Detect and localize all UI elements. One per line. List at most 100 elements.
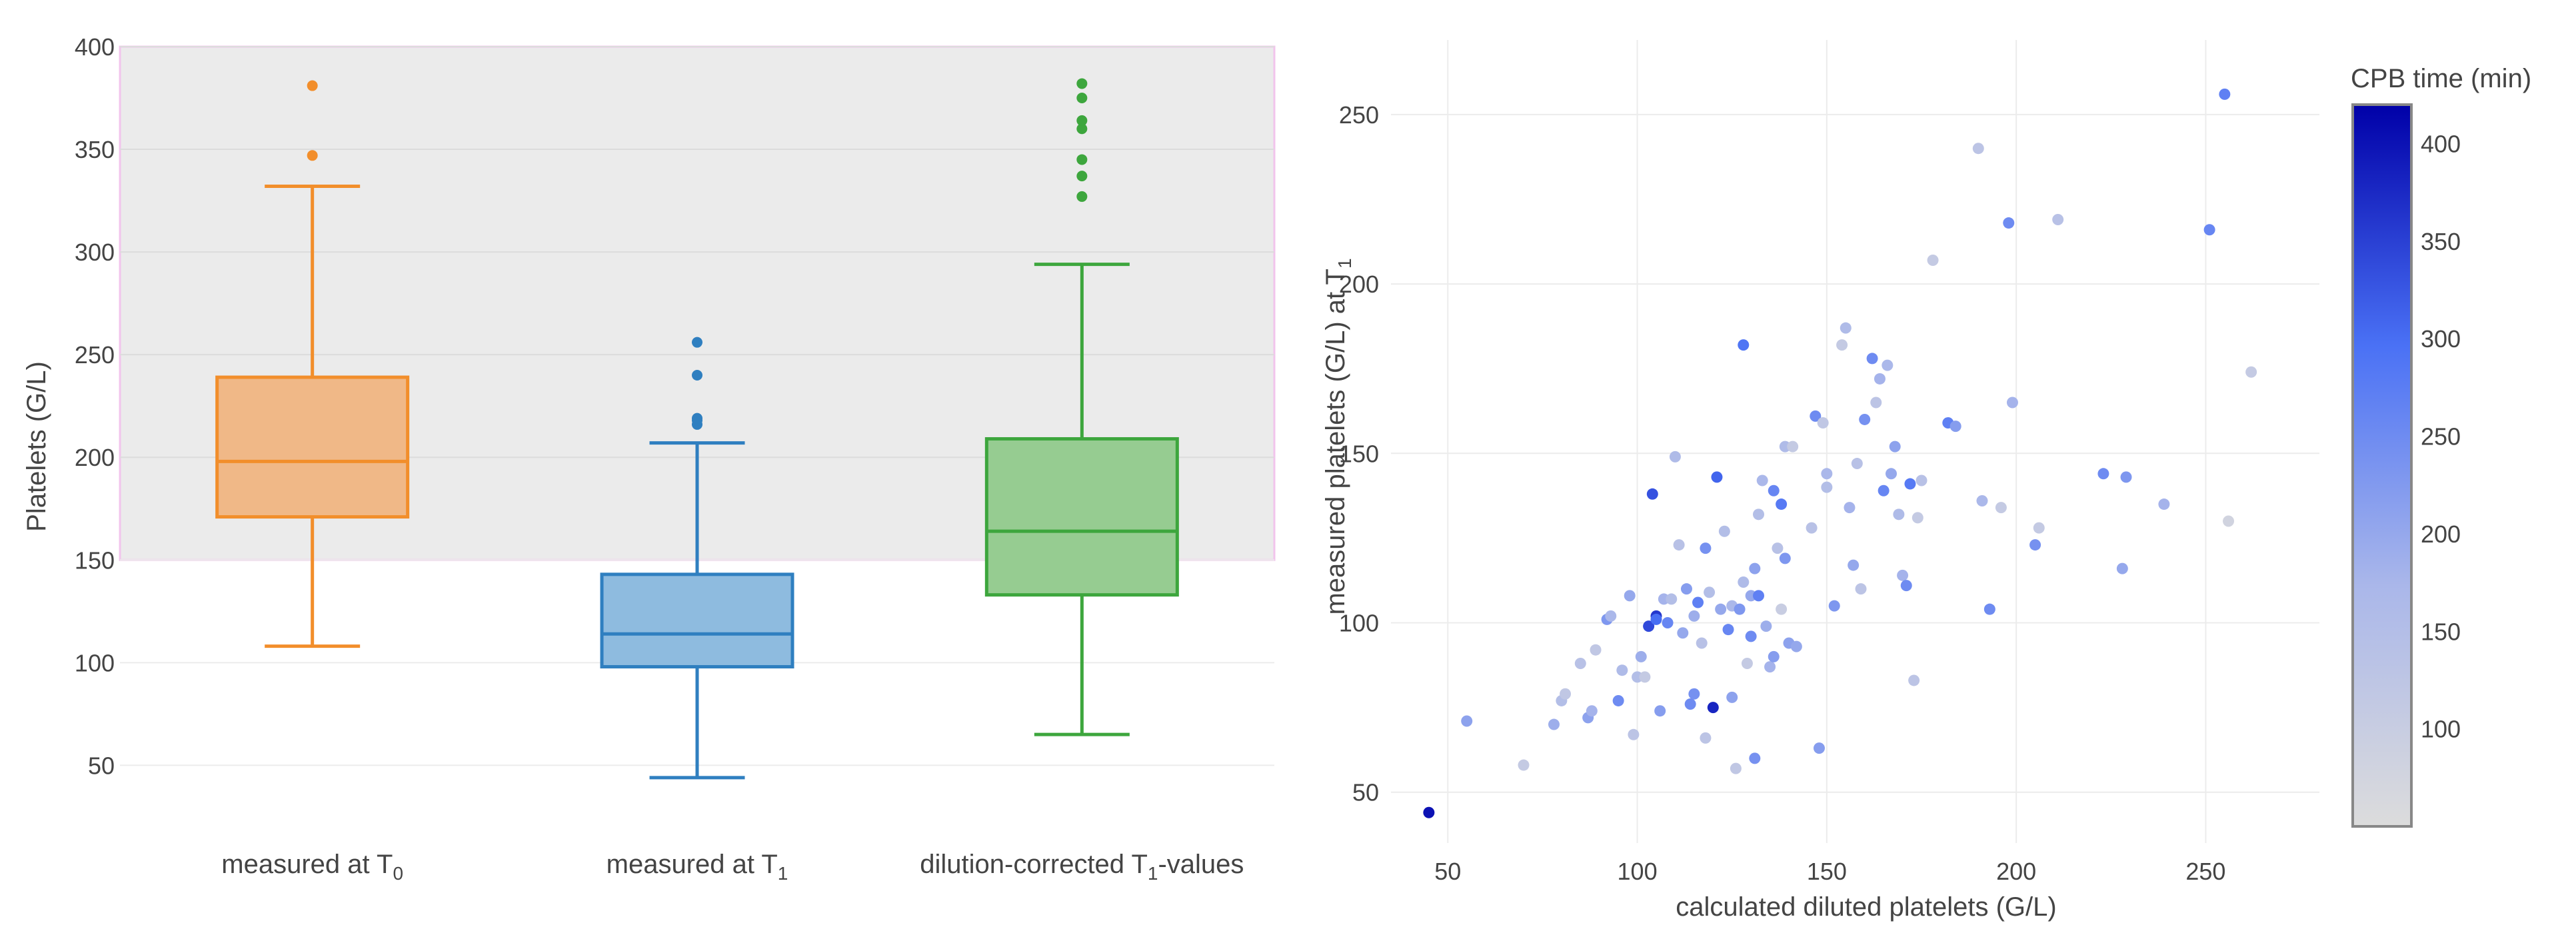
- colorbar-tick-label: 200: [2421, 520, 2461, 548]
- outlier-point: [1076, 93, 1088, 104]
- scatter-point: [1684, 698, 1696, 710]
- scatter-point: [1878, 484, 1890, 496]
- y-tick-label: 100: [1339, 610, 1379, 637]
- scatter-point: [2223, 515, 2235, 527]
- scatter-point: [1768, 650, 1780, 662]
- scatter-plot-panel: 50 100 150 200 250 50 100 150 200 250 calculated…: [1321, 40, 2319, 922]
- y-tick-label: 250: [75, 341, 115, 369]
- scatter-point: [1764, 661, 1776, 673]
- scatter-point: [1772, 542, 1784, 554]
- x-tick-label: 250: [2185, 858, 2225, 885]
- scatter-point: [1628, 728, 1640, 740]
- outlier-point: [692, 369, 702, 381]
- y-tick-label: 50: [1352, 779, 1379, 806]
- scatter-point: [1734, 603, 1746, 615]
- scatter-point: [1639, 671, 1651, 683]
- scatter-point: [1855, 583, 1867, 595]
- y-tick-label: 100: [75, 649, 115, 676]
- scatter-point: [1738, 339, 1750, 351]
- scatter-point: [1707, 702, 1719, 714]
- x-tick-label: 50: [1434, 858, 1461, 885]
- scatter-point: [1882, 359, 1894, 371]
- scatter-point: [1700, 542, 1712, 554]
- scatter-point: [1893, 508, 1905, 520]
- iqr-box: [600, 572, 794, 668]
- scatter-point: [1972, 143, 1984, 155]
- box-plot-series: [215, 78, 1179, 780]
- box-plot-y-axis-label: Platelets (G/L): [22, 361, 51, 532]
- scatter-point: [1730, 762, 1742, 774]
- scatter-point: [1726, 691, 1738, 703]
- scatter-point: [2203, 224, 2215, 236]
- scatter-point: [1650, 613, 1662, 625]
- scatter-y-axis-label-text: measured platelets (G/L) at T: [1321, 269, 1350, 615]
- scatter-point: [1889, 441, 1901, 453]
- y-tick-label: 150: [75, 546, 115, 574]
- x-tick-label: 100: [1618, 858, 1658, 885]
- scatter-point: [1696, 637, 1708, 649]
- scatter-points: [1423, 88, 2257, 818]
- scatter-point: [1715, 603, 1727, 615]
- scatter-point: [1692, 596, 1704, 608]
- scatter-point: [2120, 471, 2132, 483]
- scatter-point: [1704, 586, 1716, 598]
- scatter-point: [1574, 658, 1586, 670]
- scatter-point: [2029, 539, 2041, 551]
- scatter-point: [1844, 502, 1856, 514]
- scatter-point: [1666, 593, 1678, 605]
- y-tick-label: 300: [75, 239, 115, 266]
- scatter-point: [1908, 674, 1920, 686]
- scatter-point: [1851, 458, 1863, 470]
- scatter-point: [1756, 474, 1768, 486]
- scatter-point: [1749, 752, 1761, 764]
- scatter-point: [1669, 451, 1681, 463]
- box-plot-category-labels: measured at T0 measured at T1 dilution-cor…: [221, 850, 1244, 884]
- scatter-gridlines: [1391, 40, 2319, 843]
- scatter-y-axis-label-subscript: 1: [1334, 258, 1355, 269]
- scatter-point: [2097, 468, 2109, 480]
- scatter-point: [1738, 576, 1750, 588]
- scatter-point: [2219, 88, 2231, 100]
- colorbar-title: CPB time (min): [2351, 64, 2531, 93]
- scatter-point: [1912, 512, 1924, 524]
- scatter-x-axis-label: calculated diluted platelets (G/L): [1676, 892, 2056, 922]
- scatter-point: [1768, 484, 1780, 496]
- scatter-point: [1711, 471, 1723, 483]
- outlier-point: [1076, 171, 1088, 182]
- scatter-point: [1643, 620, 1655, 632]
- scatter-point: [1848, 559, 1860, 571]
- scatter-point: [1859, 413, 1871, 425]
- scatter-point: [1806, 522, 1818, 534]
- scatter-point: [1821, 468, 1833, 480]
- scatter-point: [1886, 468, 1898, 480]
- x-tick-label: 150: [1807, 858, 1847, 885]
- scatter-point: [1673, 539, 1685, 551]
- scatter-point: [1813, 742, 1825, 754]
- scatter-point: [1779, 552, 1791, 564]
- outlier-point: [1076, 115, 1088, 126]
- scatter-point: [1949, 421, 1961, 433]
- scatter-point: [1590, 644, 1602, 656]
- scatter-point: [1874, 373, 1886, 385]
- box-series-0: [215, 80, 410, 648]
- scatter-point: [1662, 617, 1674, 629]
- y-tick-label: 250: [1339, 101, 1379, 129]
- scatter-point: [1700, 732, 1712, 744]
- scatter-point: [1586, 705, 1598, 717]
- scatter-point: [1741, 658, 1753, 670]
- scatter-point: [1916, 474, 1928, 486]
- scatter-point: [1787, 441, 1799, 453]
- scatter-point: [1753, 590, 1765, 602]
- outlier-point: [1076, 78, 1088, 89]
- scatter-point: [1688, 688, 1700, 700]
- outlier-point: [692, 337, 702, 348]
- colorbar-tick-label: 250: [2421, 423, 2461, 451]
- outlier-point: [1076, 191, 1088, 202]
- colorbar-tick-label: 150: [2421, 618, 2461, 645]
- scatter-point: [1760, 620, 1772, 632]
- outlier-point: [307, 150, 318, 161]
- scatter-point: [1983, 603, 1995, 615]
- scatter-point: [1654, 705, 1666, 717]
- colorbar-tick-labels: 100 150 200 250 300 350 400: [2421, 131, 2461, 743]
